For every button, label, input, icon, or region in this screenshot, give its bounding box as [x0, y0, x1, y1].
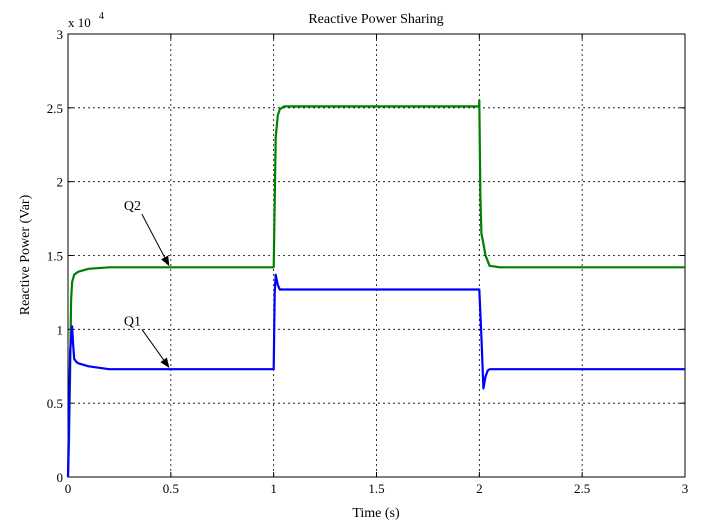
y-tick-label: 2.5	[47, 101, 63, 116]
x-tick-label: 0	[65, 481, 72, 496]
x-tick-label: 3	[682, 481, 689, 496]
chart-title: Reactive Power Sharing	[308, 12, 443, 27]
y-tick-label: 1	[57, 322, 64, 337]
y-tick-label: 3	[57, 27, 64, 42]
y-tick-label: 0	[57, 470, 64, 485]
x-tick-label: 2.5	[574, 481, 590, 496]
annotation-label-q1: Q1	[124, 314, 141, 329]
x-axis-label: Time (s)	[352, 506, 400, 521]
annotations: Q2 Q1	[124, 199, 170, 369]
y-axis-label: Reactive Power (Var)	[18, 194, 33, 315]
y-tick-label: 0.5	[47, 396, 63, 411]
series-line-q2	[66, 99, 685, 478]
annotation-label-q2: Q2	[124, 199, 141, 214]
x-tick-label: 1	[270, 481, 277, 496]
y-tick-labels: 0 0.5 1 1.5 2 2.5 3	[47, 27, 63, 485]
x-tick-label: 0.5	[163, 481, 179, 496]
x-tick-labels: 0 0.5 1 1.5 2 2.5 3	[65, 481, 689, 496]
y-multiplier-label: x 10	[68, 15, 91, 30]
y-multiplier-exponent: 4	[99, 11, 104, 22]
annotation-arrow-q1	[141, 329, 170, 369]
series-lines	[66, 99, 685, 478]
annotation-arrow-q2	[141, 213, 170, 267]
y-tick-label: 2	[57, 175, 64, 190]
x-tick-label: 1.5	[368, 481, 384, 496]
series-line-q1	[66, 273, 685, 478]
x-tick-label: 2	[476, 481, 483, 496]
y-tick-label: 1.5	[47, 249, 63, 264]
